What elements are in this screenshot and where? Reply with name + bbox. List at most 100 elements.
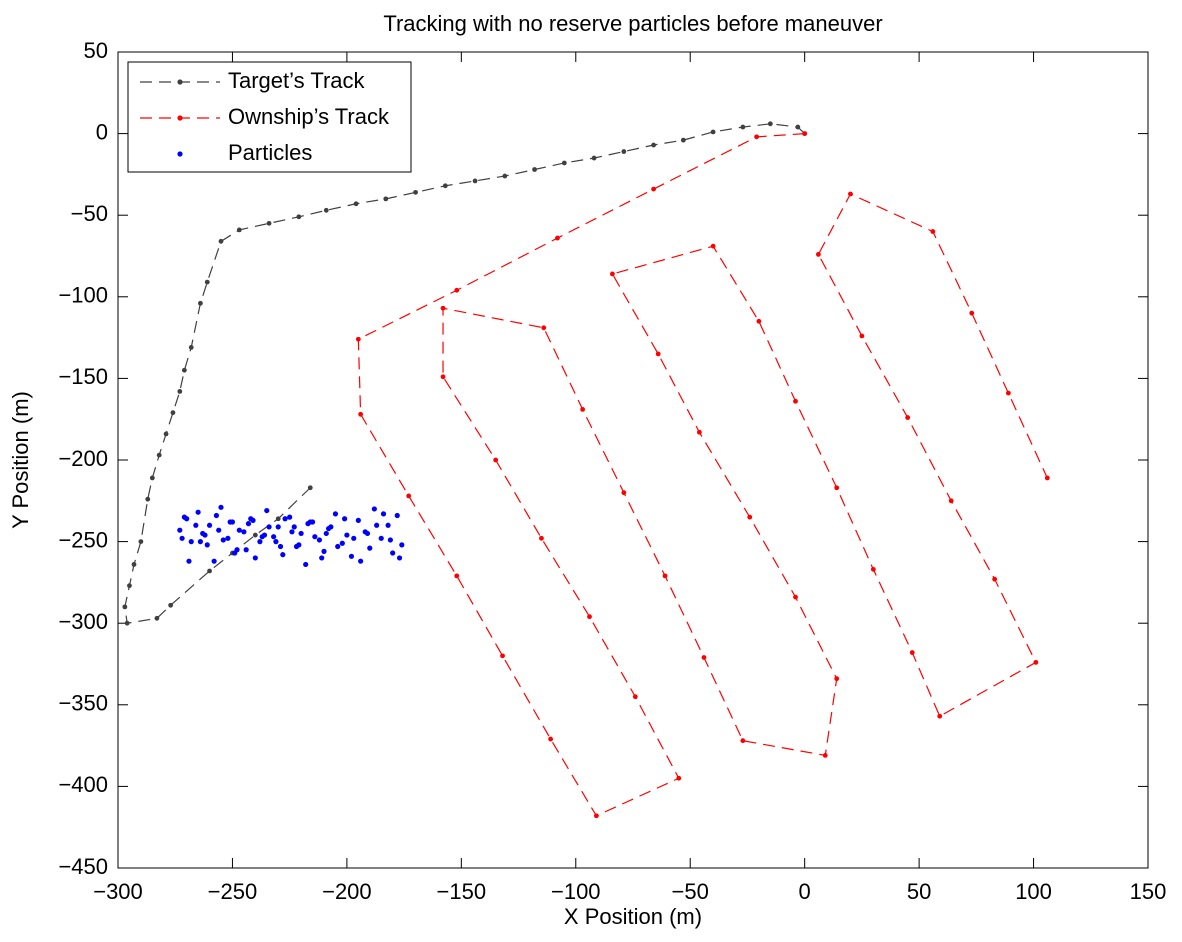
marker	[440, 374, 446, 380]
marker	[383, 196, 389, 202]
particle	[364, 530, 371, 537]
marker	[454, 287, 460, 293]
marker	[502, 173, 508, 179]
particle	[296, 542, 302, 548]
marker	[756, 318, 762, 324]
particle	[387, 537, 393, 543]
y-tick-label: −400	[58, 772, 108, 797]
particle	[280, 552, 286, 558]
legend-box	[127, 61, 412, 173]
marker	[163, 431, 169, 437]
marker	[1005, 390, 1011, 396]
particle	[200, 530, 206, 537]
marker	[930, 229, 936, 234]
y-tick-label: −150	[58, 364, 108, 389]
x-tick-label: 150	[1130, 879, 1167, 904]
marker	[472, 178, 478, 184]
legend-marker	[177, 115, 183, 121]
marker	[937, 713, 943, 719]
particle	[289, 529, 295, 535]
y-tick-label: −250	[58, 527, 108, 552]
marker	[610, 271, 615, 277]
particle	[303, 561, 309, 568]
x-axis-label: X Position (m)	[564, 904, 702, 929]
particle	[399, 542, 405, 548]
marker	[740, 124, 746, 130]
particle	[378, 535, 384, 541]
particle	[277, 543, 284, 550]
particle	[298, 530, 304, 537]
particle	[271, 534, 277, 540]
marker	[406, 493, 412, 499]
particle	[351, 535, 357, 541]
particle	[312, 534, 318, 540]
marker	[767, 121, 773, 127]
particle	[273, 539, 279, 545]
particle	[355, 517, 361, 523]
particle	[367, 545, 373, 551]
marker	[834, 676, 840, 682]
particle	[218, 504, 224, 510]
particle	[261, 532, 268, 538]
particle	[197, 539, 203, 545]
marker	[701, 655, 707, 660]
marker	[816, 251, 821, 257]
marker	[124, 620, 130, 626]
marker	[676, 775, 682, 781]
marker	[696, 429, 702, 435]
marker	[307, 485, 313, 491]
particle	[216, 527, 222, 533]
marker	[236, 227, 242, 233]
series-line	[357, 133, 1048, 817]
x-tick-label: −250	[208, 879, 258, 904]
particle	[342, 516, 348, 522]
particle	[390, 550, 396, 556]
x-tick-label: −200	[322, 879, 372, 904]
y-tick-label: −350	[58, 691, 108, 716]
marker	[555, 235, 560, 241]
particle	[241, 529, 247, 535]
marker	[793, 398, 798, 404]
marker	[138, 539, 144, 544]
particle	[380, 511, 387, 517]
marker	[655, 351, 661, 357]
marker	[145, 496, 151, 502]
marker	[948, 498, 954, 504]
marker	[621, 149, 627, 154]
y-tick-label: −300	[58, 609, 108, 634]
marker	[754, 134, 759, 140]
particle	[206, 522, 213, 528]
marker	[355, 336, 361, 342]
particle	[245, 521, 252, 527]
particle	[181, 514, 187, 520]
legend: Target’s Track Ownship’s Track Particles	[127, 61, 412, 173]
x-tick-label: 100	[1015, 879, 1052, 904]
marker	[500, 653, 505, 659]
marker	[1044, 475, 1050, 481]
marker	[793, 594, 798, 600]
particle	[374, 522, 380, 528]
particle	[344, 532, 350, 538]
marker	[127, 583, 132, 589]
particle	[291, 524, 297, 530]
axes-box	[117, 51, 1149, 869]
particle	[385, 522, 391, 528]
x-tick-label: −50	[672, 879, 709, 904]
marker	[252, 532, 258, 538]
marker	[154, 615, 160, 621]
marker	[442, 183, 448, 189]
marker	[188, 344, 194, 350]
marker	[870, 566, 876, 572]
x-tick-label: 0	[799, 879, 811, 904]
particle	[250, 517, 256, 523]
particle	[179, 535, 185, 541]
marker	[621, 490, 627, 496]
particle	[243, 547, 249, 553]
particle	[348, 553, 355, 559]
particle	[188, 539, 194, 545]
marker	[747, 514, 753, 520]
marker	[632, 694, 638, 700]
particle	[287, 514, 293, 520]
y-tick-label: 50	[84, 38, 108, 63]
marker	[149, 475, 155, 481]
